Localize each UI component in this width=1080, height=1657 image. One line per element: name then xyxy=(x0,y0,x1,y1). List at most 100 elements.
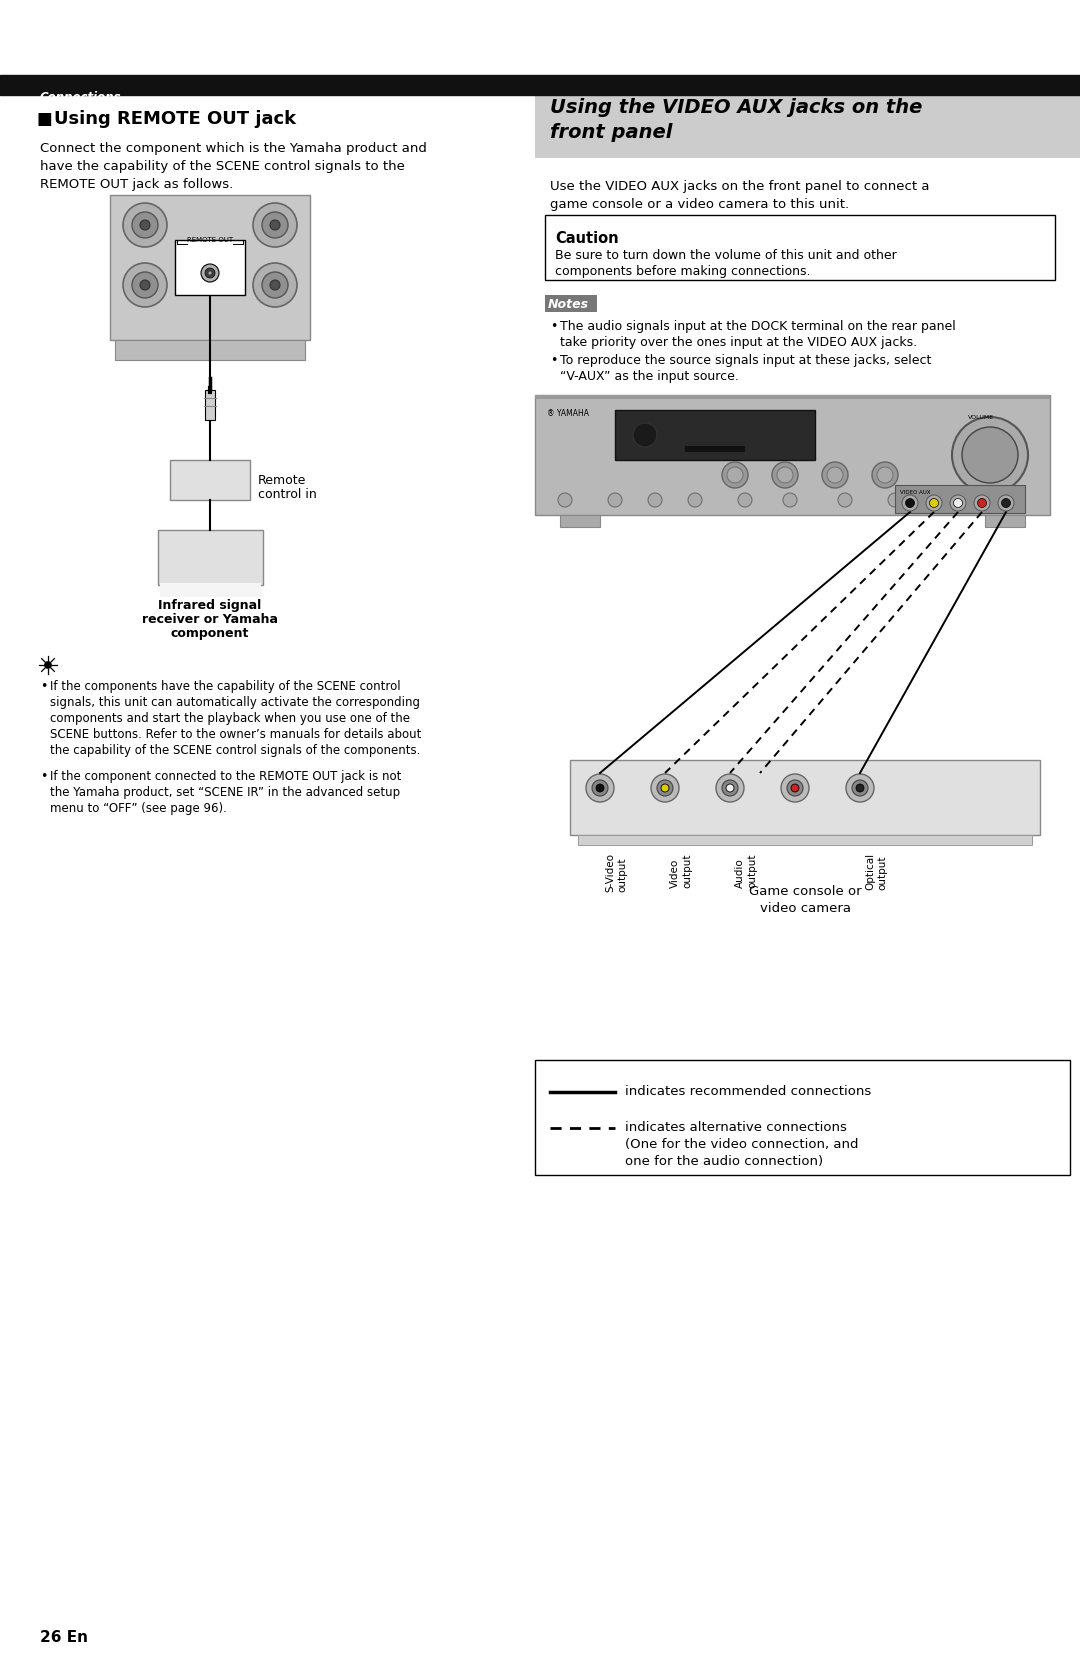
Circle shape xyxy=(648,494,662,507)
Circle shape xyxy=(633,423,657,447)
Circle shape xyxy=(558,494,572,507)
Text: game console or a video camera to this unit.: game console or a video camera to this u… xyxy=(550,197,849,210)
Text: REMOTE OUT jack as follows.: REMOTE OUT jack as follows. xyxy=(40,177,233,191)
Circle shape xyxy=(727,467,743,482)
Circle shape xyxy=(661,784,669,792)
Circle shape xyxy=(954,499,962,507)
Text: •: • xyxy=(40,771,48,784)
Text: menu to “OFF” (see page 96).: menu to “OFF” (see page 96). xyxy=(50,802,227,815)
Bar xyxy=(545,215,1055,280)
Circle shape xyxy=(783,494,797,507)
Circle shape xyxy=(838,494,852,507)
Text: components before making connections.: components before making connections. xyxy=(555,265,810,278)
Circle shape xyxy=(950,495,966,510)
Circle shape xyxy=(787,780,804,795)
Bar xyxy=(0,75,1080,94)
Text: •: • xyxy=(550,355,557,366)
Circle shape xyxy=(846,774,874,802)
Circle shape xyxy=(651,774,679,802)
Circle shape xyxy=(822,462,848,489)
Text: Connections: Connections xyxy=(40,91,122,104)
Circle shape xyxy=(974,495,990,510)
Text: control in: control in xyxy=(258,489,316,500)
Circle shape xyxy=(123,263,167,307)
Text: one for the audio connection): one for the audio connection) xyxy=(625,1155,823,1168)
Circle shape xyxy=(852,780,868,795)
Text: ■: ■ xyxy=(36,109,52,128)
Text: REMOTE OUT: REMOTE OUT xyxy=(187,237,233,244)
Circle shape xyxy=(926,495,942,510)
Text: VOLUME: VOLUME xyxy=(968,414,994,419)
Circle shape xyxy=(888,494,902,507)
Text: •: • xyxy=(550,320,557,333)
Text: indicates alternative connections: indicates alternative connections xyxy=(625,1122,847,1133)
Circle shape xyxy=(596,784,604,792)
Text: S-Video
output: S-Video output xyxy=(605,853,627,891)
Circle shape xyxy=(827,467,843,482)
Circle shape xyxy=(998,495,1014,510)
Text: 26 En: 26 En xyxy=(40,1630,87,1645)
Bar xyxy=(170,461,249,500)
Bar xyxy=(114,340,305,360)
Text: To reproduce the source signals input at these jacks, select: To reproduce the source signals input at… xyxy=(561,355,931,366)
Circle shape xyxy=(930,499,939,507)
Circle shape xyxy=(586,774,615,802)
Text: (One for the video connection, and: (One for the video connection, and xyxy=(625,1138,859,1152)
Bar xyxy=(110,196,310,340)
Text: If the components have the capability of the SCENE control: If the components have the capability of… xyxy=(50,679,401,693)
Circle shape xyxy=(777,467,793,482)
Circle shape xyxy=(856,784,864,792)
Text: ® YAMAHA: ® YAMAHA xyxy=(546,409,589,418)
Bar xyxy=(158,530,264,585)
Circle shape xyxy=(905,499,915,507)
Circle shape xyxy=(608,494,622,507)
Text: front panel: front panel xyxy=(550,123,673,143)
Text: component: component xyxy=(171,626,249,640)
Circle shape xyxy=(253,263,297,307)
Circle shape xyxy=(262,272,288,298)
Bar xyxy=(895,486,1025,514)
Circle shape xyxy=(140,220,150,230)
Circle shape xyxy=(688,494,702,507)
Bar xyxy=(535,1060,1070,1175)
Circle shape xyxy=(877,467,893,482)
Bar xyxy=(535,394,1050,515)
Text: The audio signals input at the DOCK terminal on the rear panel: The audio signals input at the DOCK term… xyxy=(561,320,956,333)
Circle shape xyxy=(977,499,986,507)
Text: indicates recommended connections: indicates recommended connections xyxy=(625,1085,872,1099)
Text: signals, this unit can automatically activate the corresponding: signals, this unit can automatically act… xyxy=(50,696,420,709)
Circle shape xyxy=(123,204,167,247)
Text: Optical
output: Optical output xyxy=(865,853,887,890)
Text: Notes: Notes xyxy=(548,298,589,312)
Text: Remote: Remote xyxy=(258,474,307,487)
Text: the Yamaha product, set “SCENE IR” in the advanced setup: the Yamaha product, set “SCENE IR” in th… xyxy=(50,785,400,799)
Circle shape xyxy=(951,418,1028,494)
Text: Using the VIDEO AUX jacks on the: Using the VIDEO AUX jacks on the xyxy=(550,98,922,118)
Circle shape xyxy=(262,212,288,239)
Text: receiver or Yamaha: receiver or Yamaha xyxy=(141,613,278,626)
Text: Game console or: Game console or xyxy=(748,885,862,898)
Text: SCENE buttons. Refer to the owner’s manuals for details about: SCENE buttons. Refer to the owner’s manu… xyxy=(50,727,421,741)
Circle shape xyxy=(44,661,52,668)
Bar xyxy=(175,240,245,295)
Bar xyxy=(985,515,1025,527)
Circle shape xyxy=(1001,499,1011,507)
Text: Infrared signal: Infrared signal xyxy=(159,598,261,611)
Text: the capability of the SCENE control signals of the components.: the capability of the SCENE control sign… xyxy=(50,744,420,757)
Text: take priority over the ones input at the VIDEO AUX jacks.: take priority over the ones input at the… xyxy=(561,336,917,350)
Bar xyxy=(561,515,600,527)
Text: Audio
output: Audio output xyxy=(735,853,757,888)
Circle shape xyxy=(592,780,608,795)
Bar xyxy=(205,389,215,419)
Bar xyxy=(578,835,1032,845)
Circle shape xyxy=(716,774,744,802)
Circle shape xyxy=(270,280,280,290)
Circle shape xyxy=(723,462,748,489)
Text: Using REMOTE OUT jack: Using REMOTE OUT jack xyxy=(54,109,296,128)
Bar xyxy=(570,761,1040,835)
Circle shape xyxy=(772,462,798,489)
Text: video camera: video camera xyxy=(759,901,851,915)
Text: Be sure to turn down the volume of this unit and other: Be sure to turn down the volume of this … xyxy=(555,249,896,262)
Circle shape xyxy=(132,212,158,239)
Bar xyxy=(685,446,745,452)
